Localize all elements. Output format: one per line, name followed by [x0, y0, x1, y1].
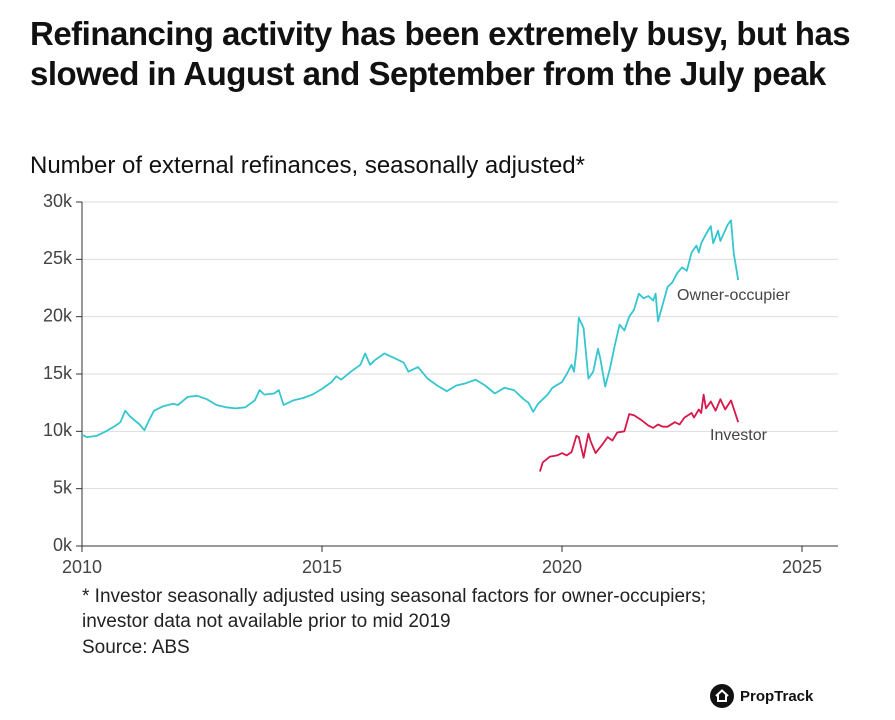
- logo-text: PropTrack: [740, 687, 814, 705]
- series-line: [539, 393, 740, 472]
- series-label: Investor: [710, 427, 768, 444]
- y-tick-label: 25k: [43, 248, 73, 268]
- y-tick-label: 10k: [43, 420, 73, 440]
- footnote: investor data not available prior to mid…: [82, 611, 451, 632]
- logo-icon: [710, 684, 734, 708]
- y-tick-label: 0k: [53, 535, 73, 555]
- y-tick-label: 20k: [43, 305, 73, 325]
- logo: PropTrack: [710, 684, 813, 708]
- x-tick-label: 2025: [782, 557, 822, 577]
- y-tick-label: 5k: [53, 477, 73, 497]
- chart-title: Refinancing activity has been extremely …: [30, 15, 851, 92]
- chart-subtitle: Number of external refinances, seasonall…: [30, 152, 585, 179]
- y-tick-label: 30k: [43, 191, 73, 211]
- source: Source: ABS: [82, 637, 190, 658]
- series-line: [81, 219, 740, 438]
- x-tick-label: 2020: [542, 557, 582, 577]
- x-tick-label: 2010: [62, 557, 102, 577]
- series-label: Owner-occupier: [677, 287, 791, 304]
- footnote: * Investor seasonally adjusted using sea…: [82, 586, 707, 607]
- y-tick-label: 15k: [43, 363, 73, 383]
- x-tick-label: 2015: [302, 557, 342, 577]
